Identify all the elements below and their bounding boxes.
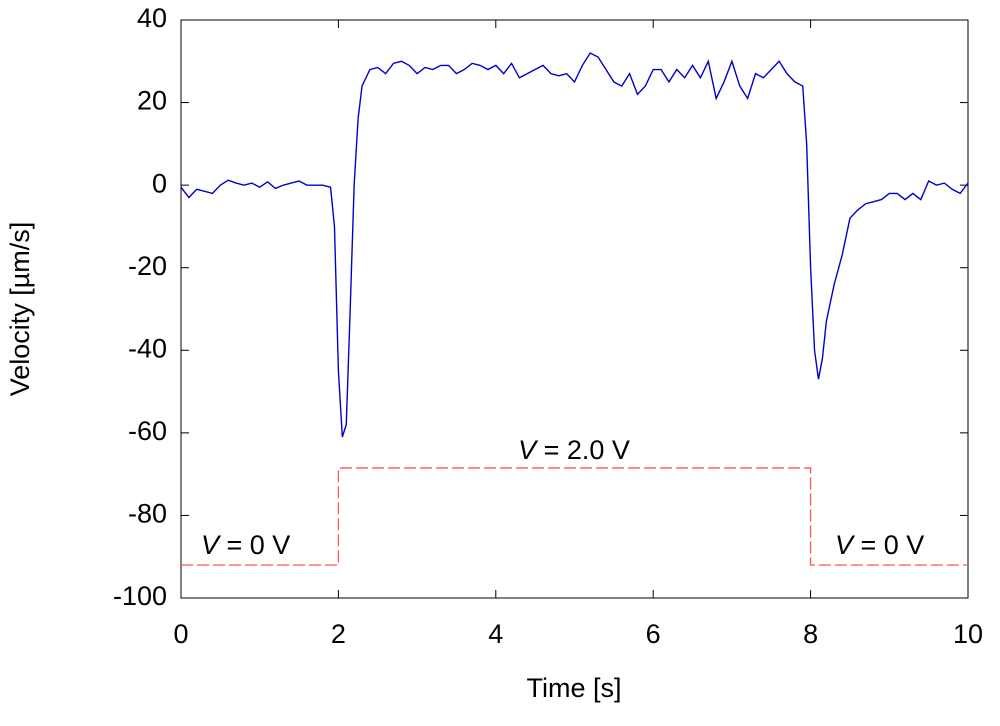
x-tick-label: 6	[646, 619, 661, 649]
data-line	[181, 467, 968, 566]
x-tick-label: 8	[803, 619, 818, 649]
y-tick-label: 0	[152, 168, 167, 198]
data-line	[180, 52, 969, 438]
y-tick-label: -80	[128, 499, 167, 529]
plot-frame	[180, 19, 969, 599]
y-tick-label: -60	[128, 416, 167, 446]
x-tick-label: 2	[331, 619, 346, 649]
y-tick-label: -20	[128, 251, 167, 281]
annotation: V = 2.0 V	[518, 435, 630, 465]
y-tick-label: -100	[113, 581, 167, 611]
y-axis-label: Velocity [µm/s]	[5, 222, 35, 397]
y-tick-label: -40	[128, 333, 167, 363]
x-axis-label: Time [s]	[526, 673, 621, 703]
annotation: V = 0 V	[201, 530, 290, 560]
annotation: V = 0 V	[835, 530, 924, 560]
y-tick-label: 20	[137, 86, 167, 116]
x-tick-label: 4	[488, 619, 503, 649]
x-tick-label: 10	[953, 619, 983, 649]
y-tick-label: 40	[137, 3, 167, 33]
x-tick-label: 0	[173, 619, 188, 649]
